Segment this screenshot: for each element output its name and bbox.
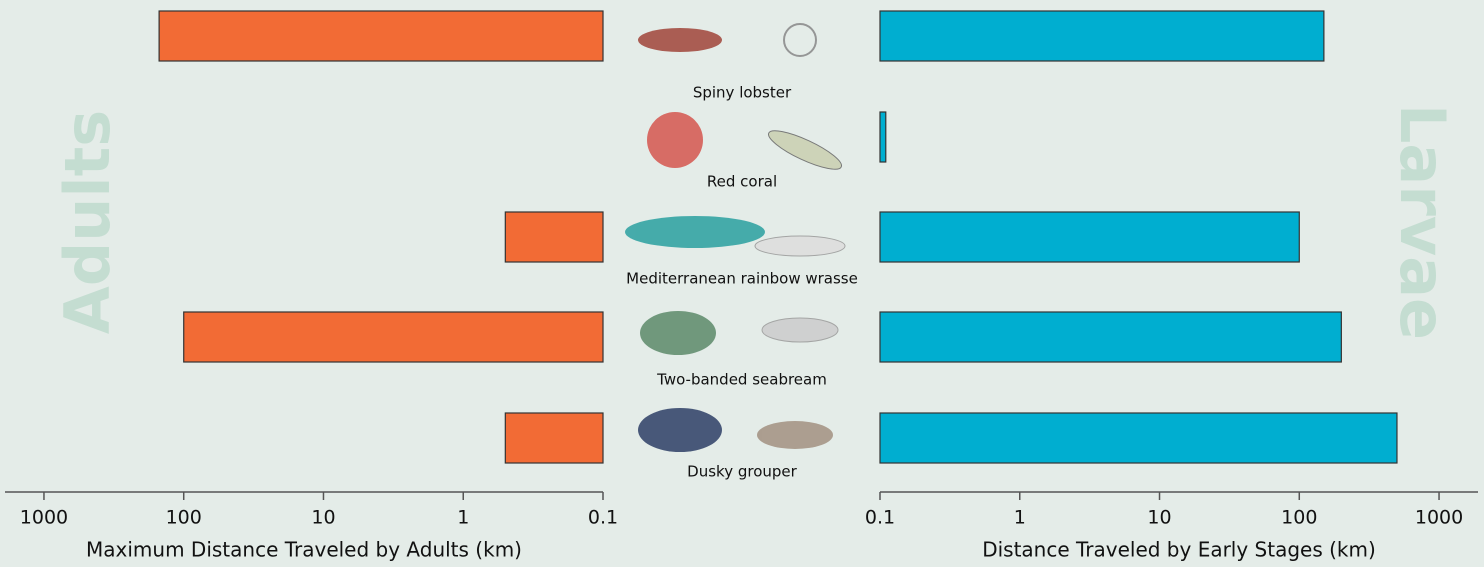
bar <box>879 211 1300 263</box>
illustrations <box>625 23 846 452</box>
panel-label: Larvae <box>1386 104 1459 340</box>
x-tick-label: 10 <box>311 507 335 529</box>
bar <box>879 10 1325 62</box>
x-tick-label: 10 <box>1147 507 1171 529</box>
bar <box>879 311 1342 363</box>
bar <box>158 10 604 62</box>
species-label: Spiny lobster <box>693 84 792 102</box>
x-tick-label: 100 <box>1281 507 1317 529</box>
species-label: Dusky grouper <box>687 463 797 481</box>
species-label: Mediterranean rainbow wrasse <box>626 270 858 288</box>
x-tick-label: 0.1 <box>865 507 895 529</box>
x-tick-label: 0.1 <box>588 507 618 529</box>
x-tick-label: 1 <box>1014 507 1026 529</box>
bar <box>879 111 887 163</box>
x-axis-title: Distance Traveled by Early Stages (km) <box>982 538 1376 562</box>
bar <box>504 211 604 263</box>
panel-label: Adults <box>51 110 124 334</box>
x-tick-label: 100 <box>166 507 202 529</box>
species-label: Two-banded seabream <box>656 371 827 389</box>
x-axis-title: Maximum Distance Traveled by Adults (km) <box>86 538 522 562</box>
bar <box>504 412 604 464</box>
x-tick-label: 1000 <box>1415 507 1463 529</box>
bar <box>879 412 1398 464</box>
bar <box>183 311 604 363</box>
x-tick-label: 1000 <box>20 507 68 529</box>
species-label: Red coral <box>707 173 777 191</box>
x-tick-label: 1 <box>457 507 469 529</box>
